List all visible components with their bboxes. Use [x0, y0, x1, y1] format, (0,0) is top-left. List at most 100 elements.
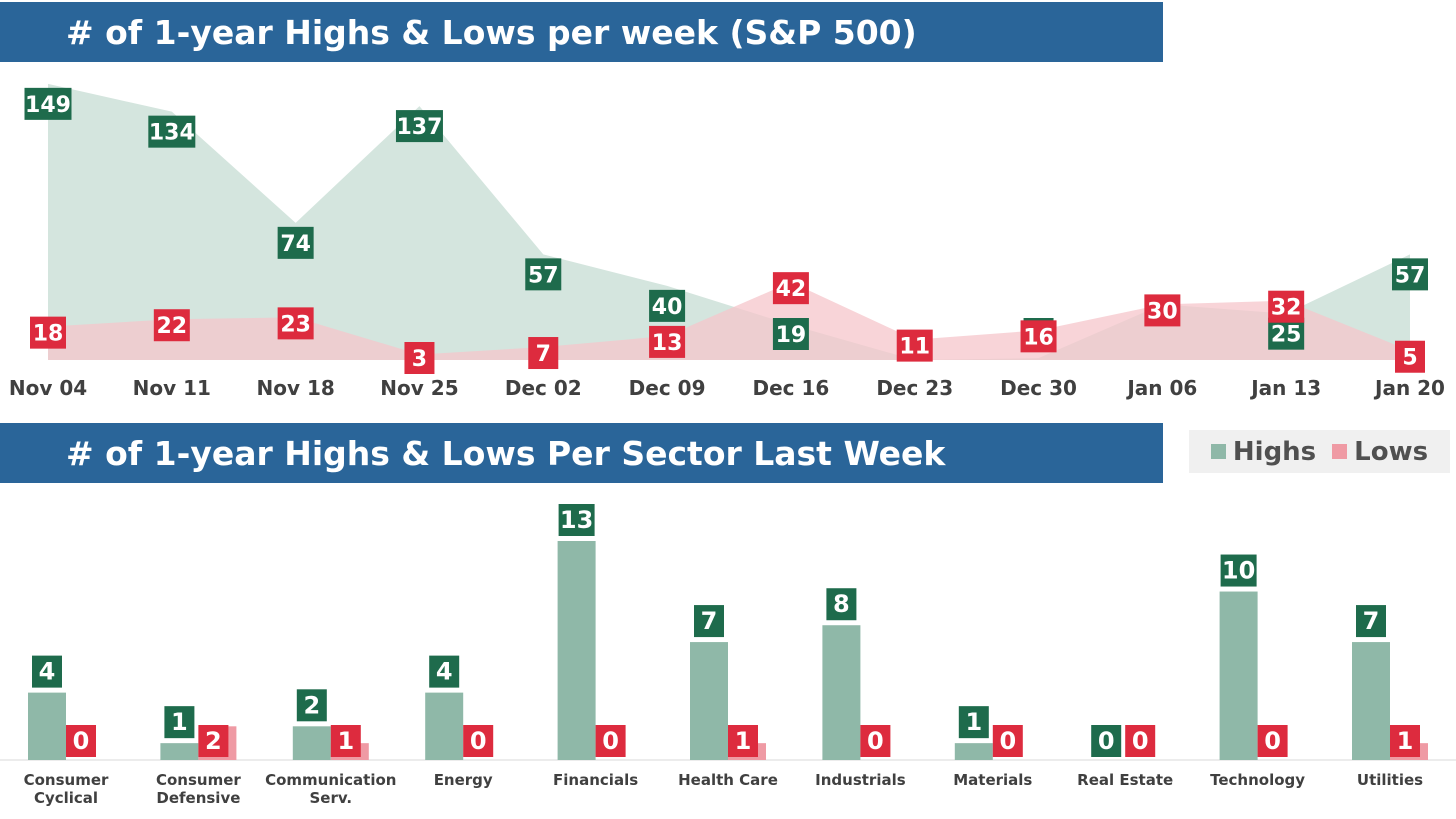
highs-data-label-box: [1268, 317, 1305, 350]
lows-data-label-box: [1268, 290, 1305, 323]
lows-data-label-text: 22: [157, 314, 188, 339]
lows-data-label-text: 0: [73, 727, 90, 755]
highs-data-label-box: [24, 87, 72, 120]
highs-data-label: 1: [164, 706, 195, 739]
highs-data-label-text: 137: [396, 115, 442, 140]
highs-bar: [822, 625, 861, 760]
lows-data-label-box: [66, 725, 96, 757]
sector-label: Consumer: [156, 771, 241, 789]
highs-data-label-box: [525, 258, 562, 291]
highs-data-label-text: 19: [776, 323, 807, 348]
highs-data-label-text: 7: [1363, 607, 1380, 635]
x-tick-label: Dec 02: [505, 376, 582, 400]
lows-data-label-text: 0: [999, 727, 1016, 755]
lows-data-label-text: 18: [33, 322, 64, 347]
highs-data-label-box: [148, 115, 196, 148]
lows-data-label-text: 0: [1264, 727, 1281, 755]
highs-data-label-text: 25: [1271, 323, 1302, 348]
highs-data-label: 4: [32, 655, 62, 688]
highs-data-label-text: 2: [303, 691, 320, 719]
sector-label: Financials: [553, 771, 638, 789]
sector-label: Energy: [434, 771, 493, 789]
highs-data-label-text: 134: [149, 121, 195, 146]
lows-data-label-text: 23: [280, 312, 311, 337]
highs-data-label-box: [1091, 725, 1122, 757]
highs-data-label-text: 57: [528, 263, 559, 288]
lows-data-label-box: [595, 725, 626, 757]
highs-data-label-text: 40: [652, 295, 683, 320]
lows-data-label-text: 30: [1147, 299, 1178, 324]
highs-data-label-text: 74: [280, 232, 311, 257]
x-tick-label: Dec 16: [752, 376, 829, 400]
weekly-highs-lows-area-chart: Nov 04 Nov 11 Nov 18 Nov 25 Dec 02 Dec 09 Dec …: [9, 83, 1445, 400]
lows-data-label-box: [330, 725, 361, 757]
x-tick-label: Nov 04: [9, 376, 87, 400]
sector-label: Serv.: [309, 789, 352, 807]
highs-data-label-box: [164, 706, 195, 739]
lows-data-label-box: [404, 342, 435, 374]
legend-item-highs: Highs: [1210, 437, 1316, 467]
highs-bar: [1352, 642, 1390, 760]
x-tick-label: Dec 09: [629, 376, 706, 400]
highs-data-label: 8: [826, 588, 857, 621]
lows-data-label-text: 13: [652, 331, 683, 356]
lows-data-label: 11: [896, 329, 933, 362]
highs-data-label-text: 149: [25, 93, 71, 118]
highs-data-label-text: 4: [436, 658, 453, 686]
lows-data-label-box: [772, 272, 809, 305]
highs-data-label: 7: [1356, 605, 1386, 638]
lows-data-label: 0: [860, 725, 891, 757]
lows-data-label-text: 0: [602, 727, 619, 755]
lows-area: [48, 282, 1410, 360]
legend-item-lows: Lows: [1332, 437, 1428, 467]
x-tick-label: Dec 30: [1000, 376, 1077, 400]
highs-data-label-box: [772, 318, 809, 350]
highs-data-label-box: [395, 110, 443, 143]
highs-bar: [690, 642, 728, 760]
sector-label: Materials: [953, 771, 1032, 789]
x-tick-label: Nov 11: [133, 376, 211, 400]
highs-data-label: 10: [1220, 554, 1257, 587]
highs-data-label-box: [649, 289, 686, 322]
lows-data-label: 5: [1395, 340, 1425, 373]
highs-data-label-box: [277, 226, 314, 259]
x-tick-label: Jan 20: [1373, 376, 1445, 400]
highs-data-label-text: 0: [1098, 727, 1115, 755]
highs-data-label-box: [826, 588, 857, 621]
highs-data-label-box: [296, 689, 327, 722]
highs-swatch-icon: [1210, 444, 1226, 459]
lows-data-label: 22: [153, 309, 190, 342]
lows-data-label-text: 1: [337, 727, 354, 755]
highs-data-label: 57: [1392, 258, 1428, 291]
highs-data-label: 7: [694, 605, 724, 638]
highs-data-label-box: [429, 655, 460, 688]
sector-label: Communication: [265, 771, 396, 789]
lows-data-label: 13: [649, 325, 686, 358]
lows-data-label-text: 32: [1271, 296, 1302, 321]
lows-data-label: 7: [528, 337, 559, 370]
highs-data-label-box: [32, 655, 62, 688]
lows-data-label-text: 5: [1402, 346, 1417, 371]
x-tick-label: Dec 23: [876, 376, 953, 400]
lows-data-label-text: 11: [899, 335, 930, 360]
lows-data-label: 32: [1268, 290, 1305, 323]
lows-data-label-text: 7: [536, 342, 551, 367]
weekly-chart-title: # of 1-year Highs & Lows per week (S&P 5…: [0, 2, 1163, 62]
lows-data-label-box: [277, 307, 314, 340]
highs-data-label-box: [1220, 554, 1257, 587]
sector-chart-title: # of 1-year Highs & Lows Per Sector Last…: [0, 423, 1163, 483]
highs-data-label-text: 13: [560, 506, 593, 534]
highs-data-label-text: 4: [39, 658, 56, 686]
highs-data-label: 40: [649, 289, 686, 322]
sector-label: Cyclical: [34, 789, 98, 807]
lows-data-label-box: [728, 725, 758, 757]
lows-data-label-text: 0: [1132, 727, 1149, 755]
lows-data-label-text: 1: [1397, 727, 1414, 755]
highs-bar: [160, 743, 199, 760]
highs-data-label: 2: [296, 689, 327, 722]
lows-swatch-icon: [1332, 444, 1348, 459]
sector-label: Health Care: [678, 771, 778, 789]
lows-data-label: 23: [277, 307, 314, 340]
x-tick-label: Nov 25: [380, 376, 458, 400]
lows-data-label: 0: [66, 725, 96, 757]
